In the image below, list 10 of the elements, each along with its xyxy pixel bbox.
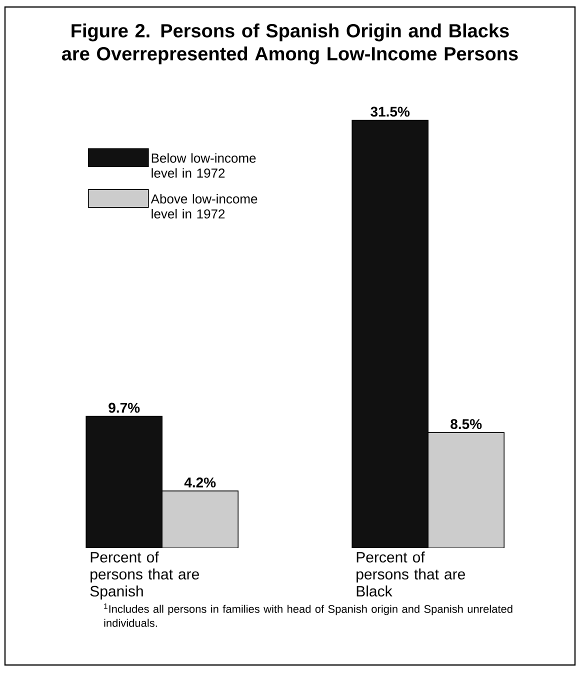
text: $^{1}$Includes all persons in families with head of Spanish origin and Spanish unrelated individuals.: [104, 604, 512, 627]
data-label: 8.5%: [450, 419, 482, 430]
x-tick-label: Percent of persons that are Black: [356, 552, 465, 597]
legend-label: Above low-income level in 1972: [150, 194, 258, 219]
data-label: 4.2%: [184, 478, 216, 488]
chart-title: Figure 2. Persons of Spanish Origin and Blacks are Overrepresented Among Low-Income Persons: [62, 24, 518, 64]
data-label: 31.5%: [370, 106, 410, 117]
x-tick-label: Percent of persons that are Spanish: [90, 552, 199, 600]
data-label: 9.7%: [108, 402, 140, 413]
legend-label: Below low-income level in 1972: [152, 153, 256, 178]
